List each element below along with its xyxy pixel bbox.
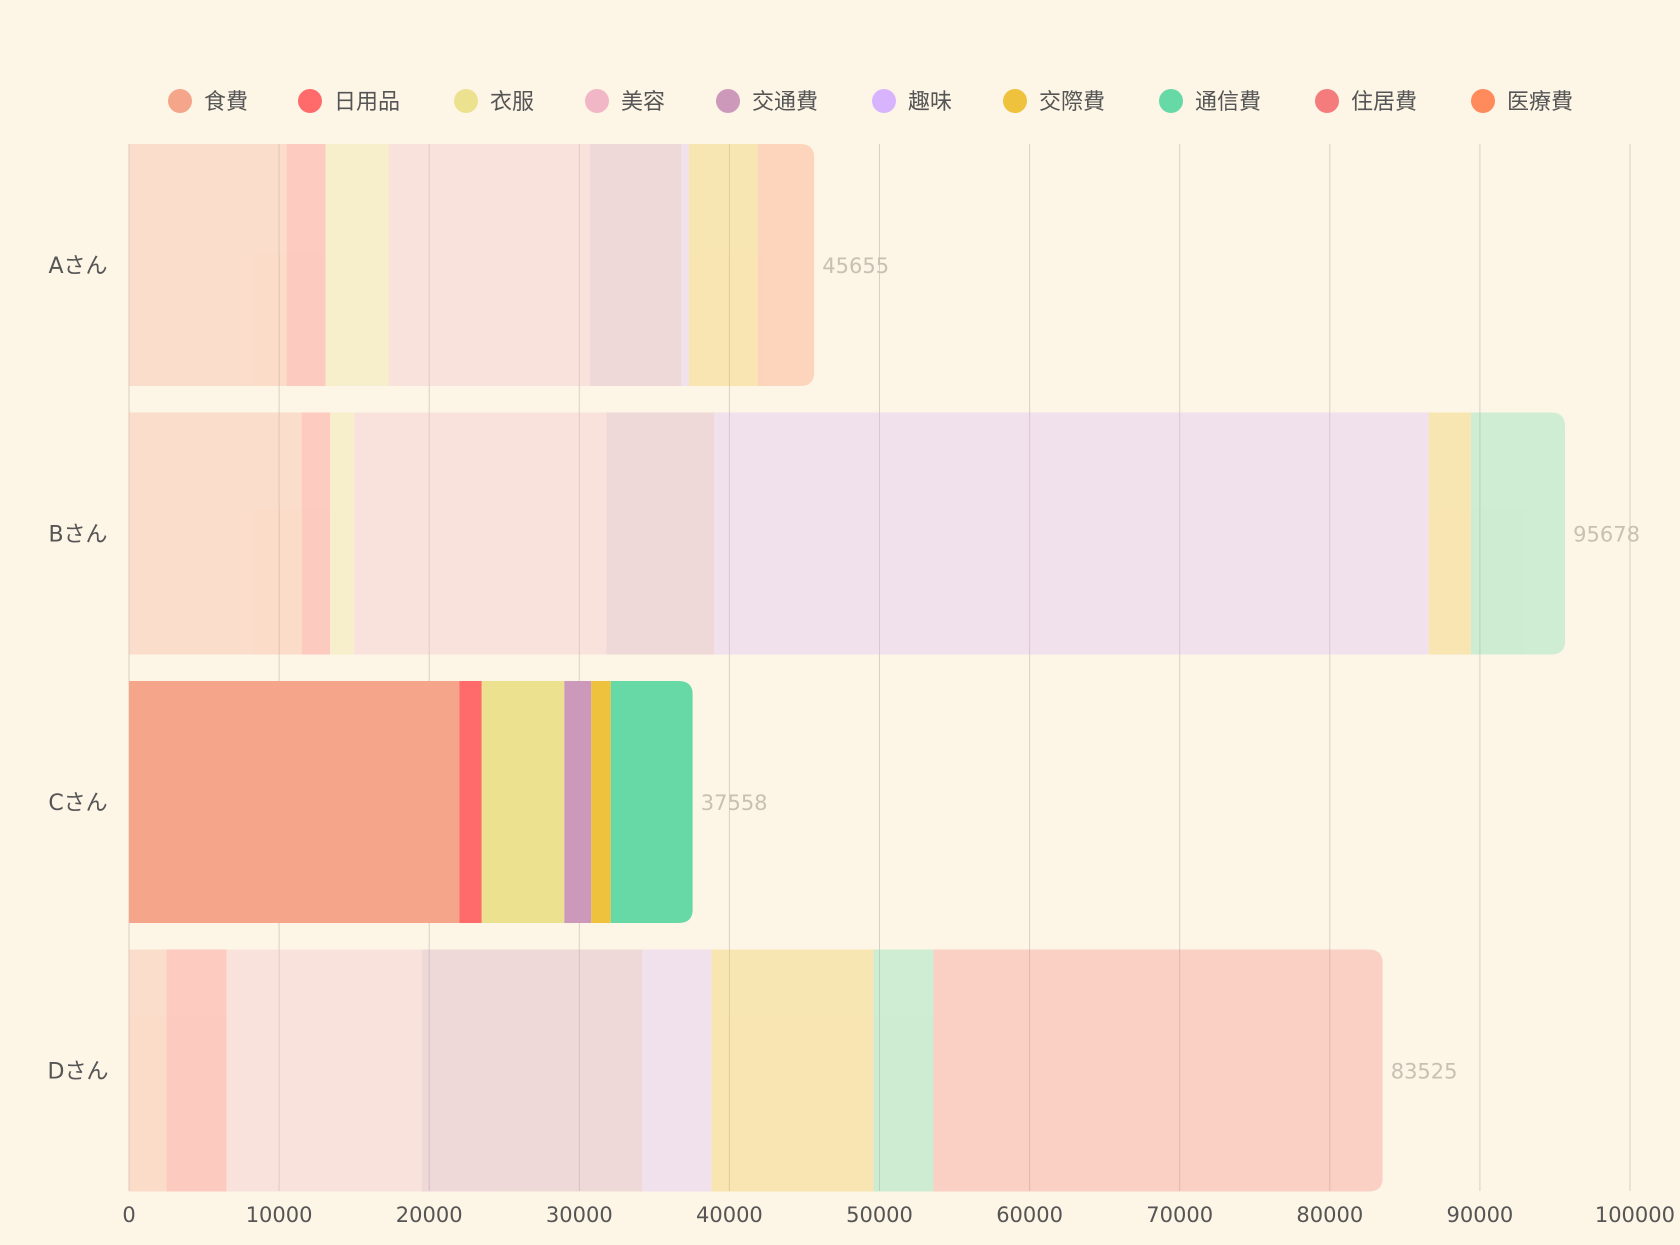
bar-segment[interactable] xyxy=(388,144,590,386)
bar-group[interactable] xyxy=(129,144,815,386)
x-tick-label: 10000 xyxy=(246,1203,313,1227)
legend[interactable]: 食費 日用品 衣服 美容 交通費 趣味 交際費 通信費 住居費 医療費 xyxy=(168,89,1573,115)
total-label: 45655 xyxy=(822,254,889,278)
x-tick-label: 90000 xyxy=(1446,1203,1513,1227)
legend-item[interactable]: 食費 xyxy=(168,89,248,115)
bar-segment[interactable] xyxy=(354,412,607,655)
x-tick-label: 30000 xyxy=(546,1203,613,1227)
bar-segment[interactable] xyxy=(873,949,934,1192)
legend-swatch xyxy=(1471,89,1495,113)
bars xyxy=(129,144,1566,1192)
bar-segment[interactable] xyxy=(129,681,460,923)
labels: 0 10000 20000 30000 40000 50000 60000 70000 8000… xyxy=(48,254,1675,1227)
legend-item[interactable]: 通信費 xyxy=(1159,89,1261,115)
bar-group[interactable] xyxy=(129,681,693,923)
bar-segment[interactable] xyxy=(933,949,1383,1192)
bar-segment[interactable] xyxy=(681,144,689,386)
bar-segment[interactable] xyxy=(610,681,693,923)
legend-swatch xyxy=(716,89,740,113)
legend-swatch xyxy=(298,89,322,113)
x-tick-label: 60000 xyxy=(996,1203,1063,1227)
bar-segment[interactable] xyxy=(129,412,302,655)
x-tick-label: 80000 xyxy=(1296,1203,1363,1227)
bar-segment[interactable] xyxy=(711,949,874,1192)
legend-label: 美容 xyxy=(621,90,665,115)
legend-label: 医療費 xyxy=(1507,90,1573,115)
bar-segment[interactable] xyxy=(129,144,287,386)
bar-segment[interactable] xyxy=(714,412,1429,655)
legend-item[interactable]: 交通費 xyxy=(716,89,818,115)
bar-segment[interactable] xyxy=(757,144,815,386)
legend-label: 交通費 xyxy=(752,90,818,115)
category-label: Bさん xyxy=(48,523,107,548)
legend-item[interactable]: 衣服 xyxy=(454,89,534,115)
bar-segment[interactable] xyxy=(166,949,227,1192)
legend-swatch xyxy=(168,89,192,113)
bar-segment[interactable] xyxy=(591,681,611,923)
legend-swatch xyxy=(585,89,609,113)
total-label: 37558 xyxy=(701,791,768,815)
legend-swatch xyxy=(1315,89,1339,113)
bar-segment[interactable] xyxy=(459,681,482,923)
legend-swatch xyxy=(872,89,896,113)
legend-label: 趣味 xyxy=(908,90,952,115)
total-label: 95678 xyxy=(1573,523,1640,547)
bar-segment[interactable] xyxy=(589,144,682,386)
bar-segment[interactable] xyxy=(1470,412,1566,655)
x-tick-label: 50000 xyxy=(846,1203,913,1227)
legend-label: 住居費 xyxy=(1351,90,1417,115)
bar-segment[interactable] xyxy=(129,949,167,1192)
bar-group[interactable] xyxy=(129,949,1383,1192)
legend-item[interactable]: 医療費 xyxy=(1471,89,1573,115)
legend-item[interactable]: 住居費 xyxy=(1315,89,1417,115)
legend-swatch xyxy=(454,89,478,113)
legend-label: 通信費 xyxy=(1195,90,1261,115)
bar-segment[interactable] xyxy=(1428,412,1471,655)
legend-item[interactable]: 美容 xyxy=(585,89,665,115)
bar-segment[interactable] xyxy=(421,949,643,1192)
legend-label: 交際費 xyxy=(1039,90,1105,115)
x-tick-label: 100000 xyxy=(1595,1203,1675,1227)
bar-segment[interactable] xyxy=(301,412,331,655)
x-tick-label: 20000 xyxy=(396,1203,463,1227)
category-label: Dさん xyxy=(48,1060,109,1085)
x-tick-label: 70000 xyxy=(1146,1203,1213,1227)
legend-item[interactable]: 日用品 xyxy=(298,89,400,115)
legend-swatch xyxy=(1003,89,1027,113)
bar-segment[interactable] xyxy=(325,144,389,386)
x-tick-label: 0 xyxy=(122,1203,135,1227)
bar-segment[interactable] xyxy=(286,144,326,386)
bar-segment[interactable] xyxy=(481,681,565,923)
x-tick-label: 40000 xyxy=(696,1203,763,1227)
category-label: Aさん xyxy=(48,254,107,279)
grid-lines xyxy=(128,144,1631,1191)
category-label: Cさん xyxy=(48,791,107,816)
bar-segment[interactable] xyxy=(330,412,355,655)
bar-segment[interactable] xyxy=(642,949,712,1192)
legend-label: 衣服 xyxy=(490,90,534,115)
bar-group[interactable] xyxy=(129,412,1566,655)
legend-item[interactable]: 交際費 xyxy=(1003,89,1105,115)
bar-segment[interactable] xyxy=(688,144,758,386)
legend-label: 日用品 xyxy=(334,90,400,115)
total-label: 83525 xyxy=(1391,1060,1458,1084)
legend-label: 食費 xyxy=(204,90,248,115)
bar-segment[interactable] xyxy=(564,681,592,923)
legend-item[interactable]: 趣味 xyxy=(872,89,952,115)
bar-segment[interactable] xyxy=(606,412,715,655)
bar-segment[interactable] xyxy=(226,949,422,1192)
legend-swatch xyxy=(1159,89,1183,113)
